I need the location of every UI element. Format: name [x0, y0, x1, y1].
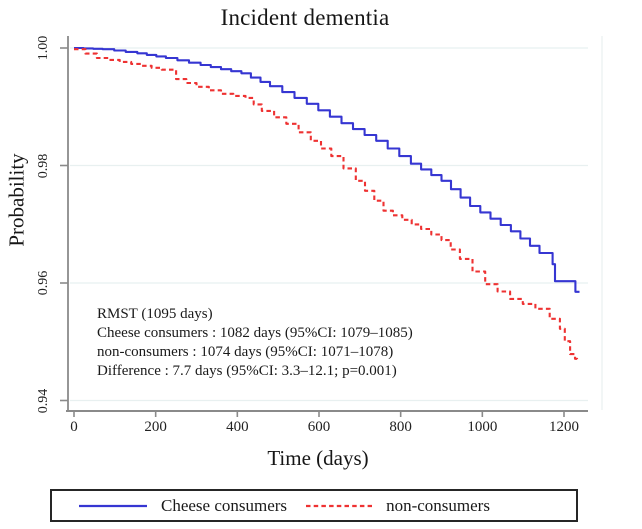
x-tick-label: 400: [226, 419, 249, 435]
rmst-annotation-line-4: Difference : 7.7 days (95%CI: 3.3–12.1; …: [97, 363, 397, 379]
legend-label-cheese-consumers: Cheese consumers: [161, 495, 288, 515]
x-tick-label: 1000: [467, 419, 498, 435]
km-plot-svg: [60, 36, 603, 417]
x-tick-label: 0: [70, 419, 78, 435]
solid-line-swatch-icon: [79, 504, 147, 507]
x-axis-title: Time (days): [267, 446, 369, 470]
rmst-annotation-line-1: RMST (1095 days): [97, 306, 213, 322]
legend-item-non-consumers: non-consumers: [305, 496, 490, 516]
legend-label-non-consumers: non-consumers: [386, 495, 490, 515]
y-tick-label: 0.98: [36, 153, 51, 178]
series-line-non-consumers: [74, 48, 579, 362]
y-tick-label: 0.96: [36, 270, 51, 296]
y-tick-label: 1.00: [36, 35, 51, 61]
rmst-annotation-line-3: non-consumers : 1074 days (95%CI: 1071–1…: [97, 344, 394, 360]
x-tick-label: 800: [389, 419, 412, 435]
x-tick-label: 200: [144, 419, 167, 435]
legend-box: Cheese consumers non-consumers: [50, 489, 578, 522]
x-tick-label: 600: [307, 419, 331, 435]
rmst-annotation-line-2: Cheese consumers : 1082 days (95%CI: 107…: [97, 325, 413, 341]
series-line-cheese-consumers: [74, 46, 580, 293]
chart-title: Incident dementia: [220, 5, 390, 30]
dashed-line-swatch-icon: [306, 504, 373, 507]
legend-item-cheese-consumers: Cheese consumers: [78, 496, 287, 516]
y-tick-label: 0.94: [36, 388, 51, 413]
y-axis-title: Probability: [4, 153, 29, 247]
rmst-annotation: RMST (1095 days) Cheese consumers : 1082…: [97, 305, 413, 381]
x-tick-label: 1200: [549, 419, 579, 435]
